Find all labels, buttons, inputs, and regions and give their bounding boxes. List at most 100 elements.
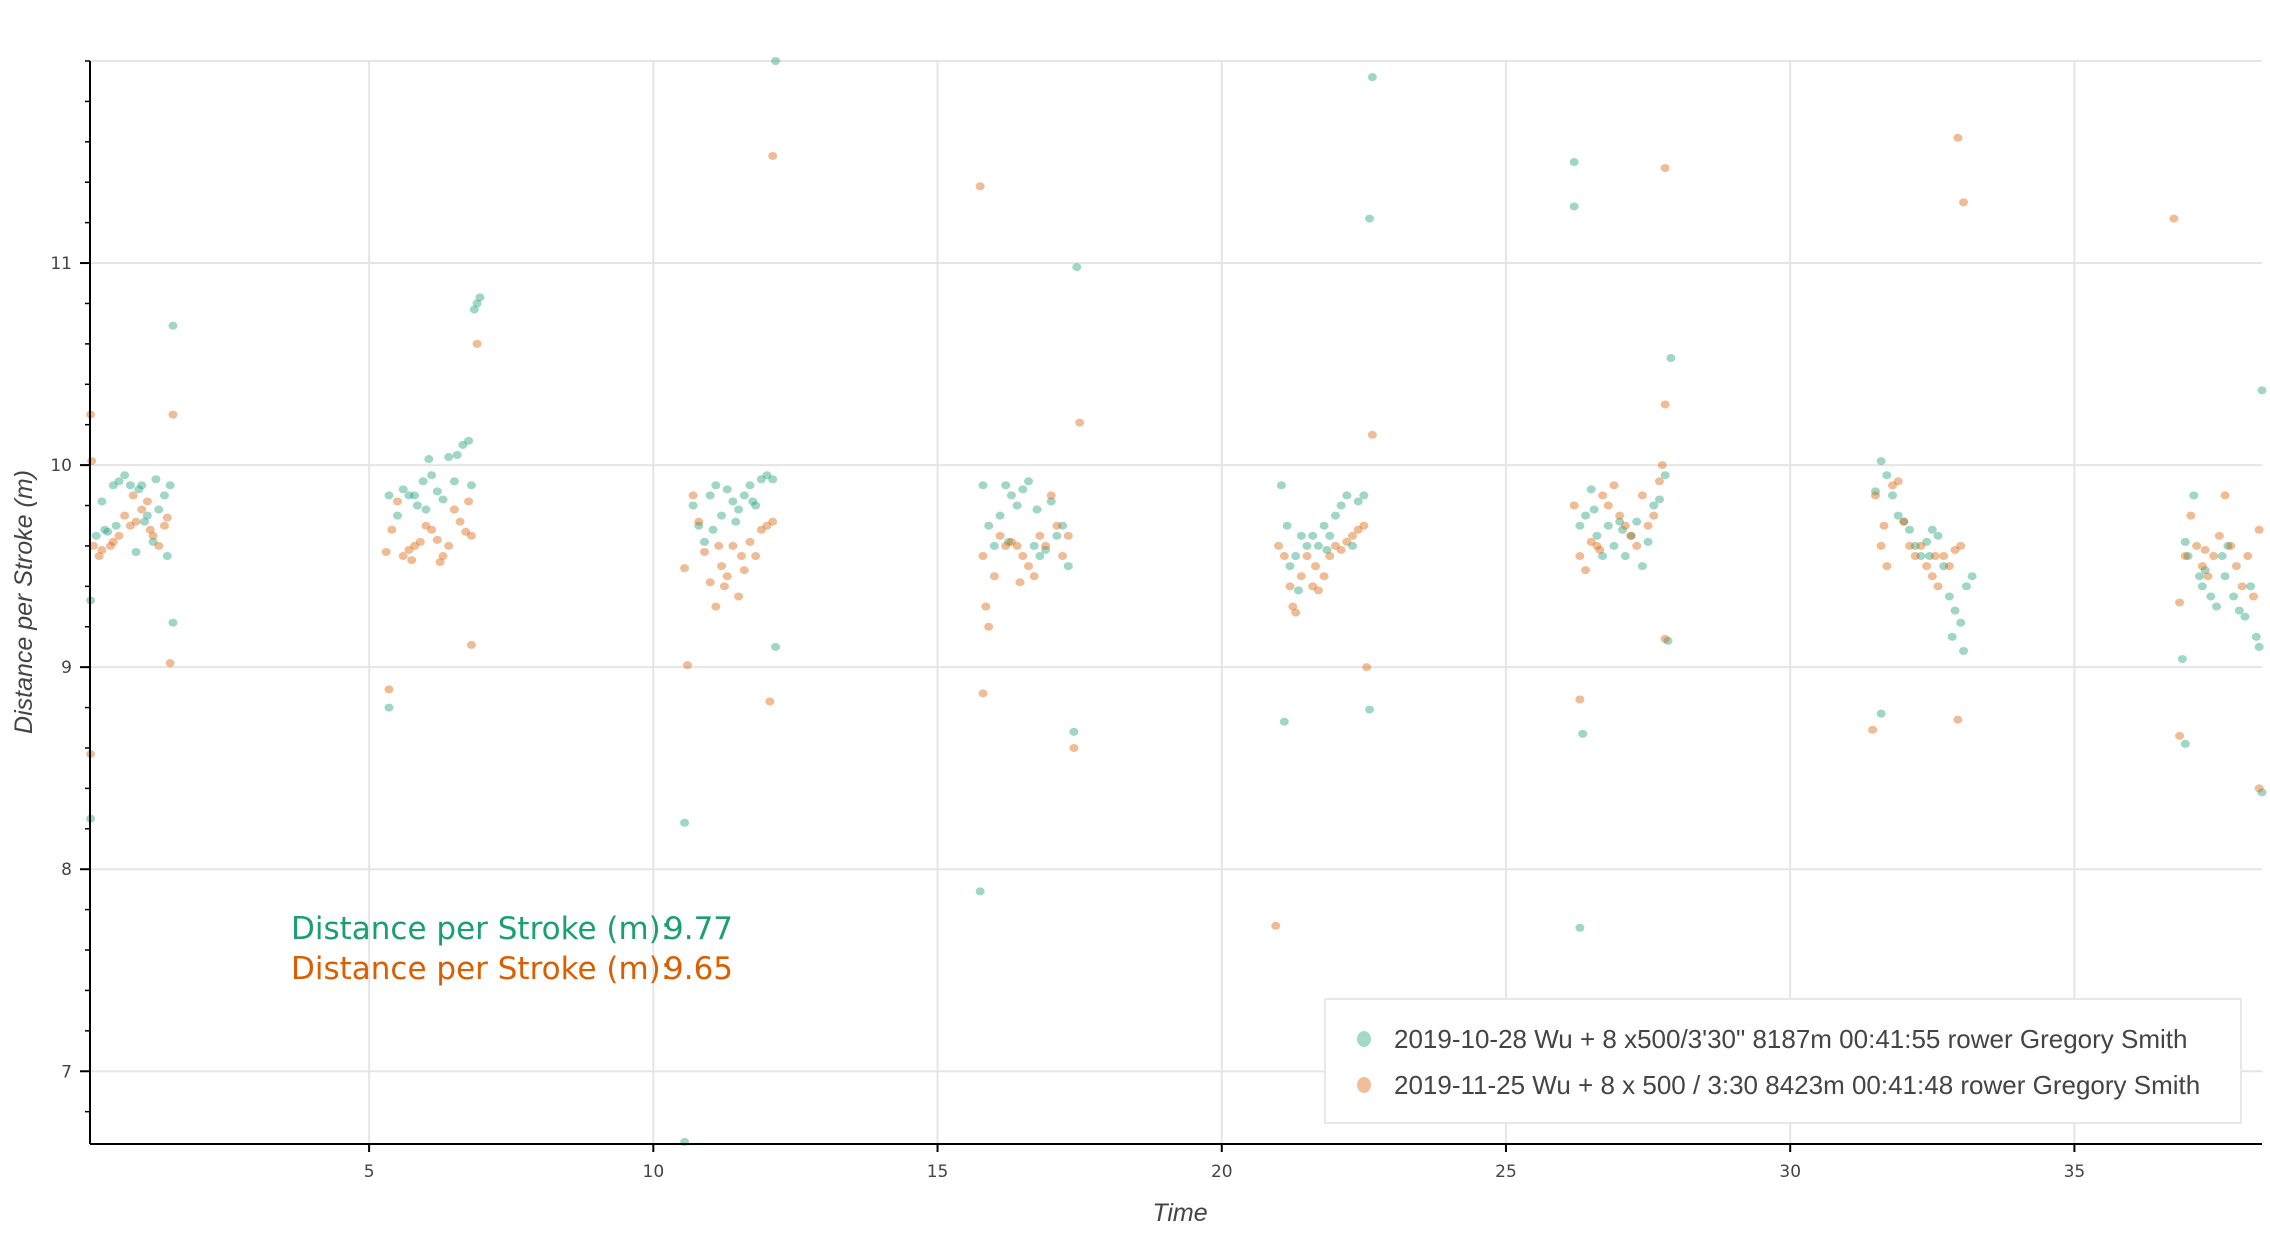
data-point <box>1598 491 1608 500</box>
data-point <box>1029 541 1039 550</box>
data-point <box>1649 501 1659 510</box>
data-point <box>1899 517 1909 526</box>
data-point <box>1296 531 1306 540</box>
x-tick-label: 35 <box>2064 1162 2086 1182</box>
data-point <box>435 558 445 567</box>
legend-item-series-2[interactable]: 2019-11-25 Wu + 8 x 500 / 3:30 8423m 00:… <box>1357 1070 2200 1100</box>
data-point <box>2229 592 2239 601</box>
data-point <box>1910 541 1920 550</box>
data-point <box>1367 430 1377 439</box>
data-point <box>91 531 101 540</box>
data-point <box>438 495 448 504</box>
data-point <box>1959 646 1969 655</box>
legend-box <box>1324 998 2242 1124</box>
data-point <box>1578 729 1588 738</box>
data-point <box>120 511 130 520</box>
data-point <box>1947 632 1957 641</box>
data-point <box>1330 541 1340 550</box>
data-point <box>1586 485 1596 494</box>
data-point <box>711 481 721 490</box>
data-point <box>1660 164 1670 173</box>
data-point <box>1618 525 1628 534</box>
data-point <box>1029 572 1039 581</box>
data-point <box>731 517 741 526</box>
data-point <box>1012 501 1022 510</box>
data-point <box>168 321 178 330</box>
data-point <box>1035 531 1045 540</box>
data-point <box>1916 541 1926 550</box>
data-point <box>384 703 394 712</box>
data-point <box>1870 487 1880 496</box>
data-point <box>1282 521 1292 530</box>
data-point <box>1279 717 1289 726</box>
annotation-label: Distance per Stroke (m): <box>291 951 671 987</box>
data-point <box>1367 73 1377 82</box>
data-point <box>1620 521 1630 530</box>
data-point <box>111 521 121 530</box>
data-point <box>1285 562 1295 571</box>
data-point <box>151 475 161 484</box>
data-point <box>1939 552 1949 561</box>
data-point <box>1069 743 1079 752</box>
legend-item-series-1[interactable]: 2019-10-28 Wu + 8 x500/3'30" 8187m 00:41… <box>1357 1024 2187 1054</box>
annotation-value: 9.65 <box>664 951 733 987</box>
data-point <box>455 517 465 526</box>
data-point <box>694 521 704 530</box>
data-point <box>1276 481 1286 490</box>
data-point <box>1609 541 1619 550</box>
data-point <box>88 541 98 550</box>
data-point <box>2206 592 2216 601</box>
data-point <box>1575 923 1585 932</box>
data-point <box>1313 541 1323 550</box>
data-point <box>1041 545 1051 554</box>
data-point <box>2194 572 2204 581</box>
data-point <box>728 541 738 550</box>
data-point <box>1362 663 1372 672</box>
data-point <box>134 485 144 494</box>
data-point <box>1603 521 1613 530</box>
data-point <box>995 511 1005 520</box>
data-point <box>108 537 118 546</box>
data-point <box>1620 552 1630 561</box>
data-point <box>432 487 442 496</box>
data-point <box>1893 477 1903 486</box>
data-point <box>2180 552 2190 561</box>
data-point <box>1001 481 1011 490</box>
data-point <box>680 818 690 827</box>
data-point <box>1660 400 1670 409</box>
data-point <box>381 547 391 556</box>
annotation-series-1: Distance per Stroke (m): 9.77 <box>291 911 733 947</box>
data-point <box>2209 552 2219 561</box>
data-point <box>1654 495 1664 504</box>
data-point <box>1632 517 1642 526</box>
data-point <box>2257 386 2267 395</box>
data-point <box>736 552 746 561</box>
data-point <box>1359 491 1369 500</box>
data-point <box>142 511 152 520</box>
data-point <box>771 57 781 65</box>
data-point <box>162 513 172 522</box>
data-point <box>1870 491 1880 500</box>
data-point <box>421 505 431 514</box>
data-point <box>2192 541 2202 550</box>
data-point <box>165 481 175 490</box>
data-point <box>2180 537 2190 546</box>
data-point <box>2234 606 2244 615</box>
data-point <box>2189 491 2199 500</box>
data-point <box>1058 521 1068 530</box>
data-point <box>751 552 761 561</box>
y-axis-label: Distance per Stroke (m) <box>10 470 38 734</box>
data-point <box>137 481 147 490</box>
data-point <box>1063 531 1073 540</box>
data-point <box>466 481 476 490</box>
data-point <box>1015 578 1025 587</box>
data-point <box>745 537 755 546</box>
data-point <box>1365 705 1375 714</box>
data-point <box>120 471 130 480</box>
data-point <box>1595 545 1605 554</box>
data-point <box>1922 537 1932 546</box>
data-point <box>739 566 749 575</box>
data-point <box>140 517 150 526</box>
data-point <box>1342 537 1352 546</box>
data-point <box>412 501 422 510</box>
